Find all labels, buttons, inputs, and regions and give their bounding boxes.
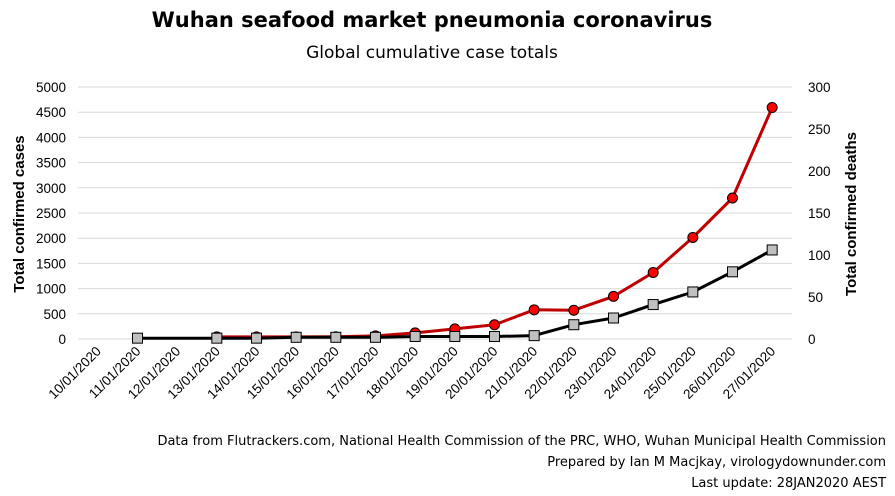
y2-tick-label: 250 (808, 122, 831, 137)
y-tick-label: 0 (58, 332, 66, 347)
y2-tick-label: 100 (808, 248, 831, 263)
data-point-right (608, 312, 619, 324)
data-point-right (449, 330, 461, 342)
data-point-right (370, 331, 381, 343)
y2-tick-label: 50 (808, 290, 823, 305)
data-point-right (290, 331, 302, 343)
y-axis-title: Total confirmed cases (11, 135, 28, 292)
data-point-right (211, 332, 223, 344)
chart-subtitle: Global cumulative case totals (306, 43, 558, 63)
y-tick-label: 2500 (36, 206, 66, 221)
y2-tick-label: 150 (808, 206, 831, 221)
data-point-left (489, 319, 500, 331)
data-point-left (568, 304, 580, 316)
y-tick-label: 4500 (36, 105, 66, 120)
data-point-right (766, 244, 778, 256)
data-point-left (528, 304, 540, 316)
data-point-right (647, 299, 659, 311)
y-tick-label: 3000 (36, 181, 66, 196)
footer-author: Prepared by Ian M Macjkay, virologydownu… (547, 455, 886, 470)
data-point-right (251, 332, 262, 344)
series-group (132, 102, 778, 344)
y2-axis-title: Total confirmed deaths (843, 132, 860, 296)
series-line-left (216, 106, 774, 339)
data-point-right (330, 331, 342, 343)
y-tick-label: 4000 (36, 130, 66, 145)
series-line-right (137, 248, 773, 340)
gridlines (78, 86, 792, 340)
y-tick-label: 500 (43, 307, 66, 322)
y2-tick-label: 200 (808, 164, 831, 179)
data-point-right (687, 286, 699, 298)
data-point-right (528, 330, 540, 342)
y-tick-label: 5000 (36, 80, 66, 95)
left-axis-ticks: 0 500 1000 1500 2000 2500 3000 3500 4000 4500 5000 (36, 80, 66, 347)
data-point-left (687, 231, 699, 243)
y2-tick-label: 0 (808, 332, 816, 347)
y-tick-label: 1000 (36, 282, 66, 297)
data-point-right (568, 319, 580, 331)
y-tick-label: 2000 (36, 231, 66, 246)
right-axis-ticks: 0 50 100 150 200 250 300 (808, 80, 831, 347)
data-point-left (727, 192, 738, 204)
data-point-left (647, 266, 659, 278)
data-point-left (608, 290, 619, 302)
data-point-right (489, 330, 500, 342)
data-point-right (727, 266, 738, 278)
y-tick-label: 3500 (36, 156, 66, 171)
data-point-right (132, 332, 143, 344)
x-axis-ticks: 10/01/202011/01/202012/01/202013/01/2020… (46, 344, 779, 402)
y2-tick-label: 300 (808, 80, 831, 95)
y-tick-label: 1500 (36, 256, 66, 271)
data-point-left (766, 102, 778, 114)
footer-source: Data from Flutrackers.com, National Heal… (157, 434, 886, 449)
chart-title: Wuhan seafood market pneumonia coronavir… (152, 8, 713, 32)
data-point-right (409, 330, 421, 342)
footer-updated: Last update: 28JAN2020 AEST (691, 476, 886, 491)
